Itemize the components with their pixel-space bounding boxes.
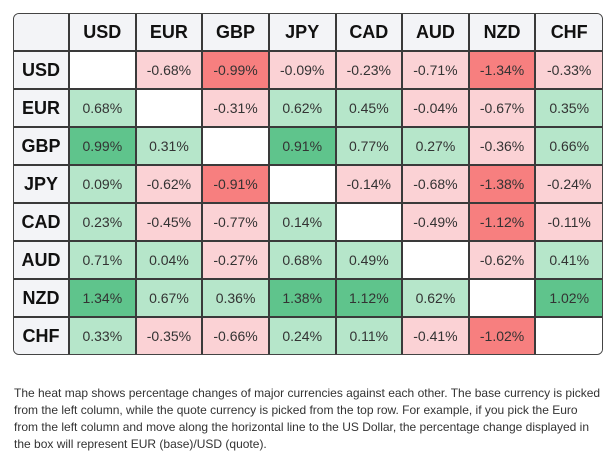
- heatmap-cell: 0.99%: [68, 126, 137, 166]
- heatmap-cell: [534, 316, 602, 354]
- heatmap-cell: 0.62%: [267, 88, 337, 128]
- row-header-eur: EUR: [14, 88, 70, 128]
- heatmap-row: CAD 0.23% -0.45% -0.77% 0.14% -0.49% -1.12% -0.…: [14, 202, 602, 242]
- heatmap-cell: [68, 50, 137, 90]
- heatmap-cell: -0.24%: [534, 164, 602, 204]
- heatmap-cell: -0.31%: [201, 88, 270, 128]
- heatmap-cell: 0.49%: [334, 240, 404, 280]
- heatmap-cell: -0.23%: [334, 50, 404, 90]
- heatmap-cell: 0.04%: [134, 240, 204, 280]
- column-header-nzd: NZD: [467, 14, 537, 52]
- heatmap-cell: 0.41%: [534, 240, 602, 280]
- heatmap-cell: [334, 202, 404, 242]
- heatmap-cell: 0.66%: [534, 126, 602, 166]
- heatmap-cell: -0.33%: [534, 50, 602, 90]
- heatmap-cell: 0.09%: [68, 164, 137, 204]
- column-header-aud: AUD: [401, 14, 470, 52]
- heatmap-cell: 0.31%: [134, 126, 204, 166]
- heatmap-table: USD EUR GBP JPY CAD AUD NZD CHF USD -0.68% -0.99% -…: [14, 14, 602, 354]
- column-header-cad: CAD: [334, 14, 404, 52]
- heatmap-row: JPY 0.09% -0.62% -0.91% -0.14% -0.68% -1.38% -0…: [14, 164, 602, 204]
- heatmap-cell: -0.62%: [134, 164, 204, 204]
- heatmap-cell: 1.02%: [534, 278, 602, 318]
- heatmap-description: The heat map shows percentage changes of…: [14, 386, 601, 451]
- corner-cell: [14, 14, 70, 52]
- column-header-jpy: JPY: [267, 14, 337, 52]
- heatmap-cell: 0.11%: [334, 316, 404, 354]
- heatmap-cell: -0.62%: [467, 240, 537, 280]
- column-header-usd: USD: [68, 14, 137, 52]
- heatmap-cell: -0.41%: [401, 316, 470, 354]
- heatmap-cell: -0.68%: [134, 50, 204, 90]
- heatmap-cell: [134, 88, 204, 128]
- row-header-jpy: JPY: [14, 164, 70, 204]
- row-header-chf: CHF: [14, 316, 70, 354]
- heatmap-cell: -0.35%: [134, 316, 204, 354]
- row-header-usd: USD: [14, 50, 70, 90]
- heatmap-cell: 1.34%: [68, 278, 137, 318]
- column-header-chf: CHF: [534, 14, 602, 52]
- heatmap-cell: -1.38%: [467, 164, 537, 204]
- heatmap-row: GBP 0.99% 0.31% 0.91% 0.77% 0.27% -0.36% 0.66%: [14, 126, 602, 166]
- heatmap-cell: -0.45%: [134, 202, 204, 242]
- heatmap-cell: 0.36%: [201, 278, 270, 318]
- row-header-aud: AUD: [14, 240, 70, 280]
- heatmap-row: NZD 1.34% 0.67% 0.36% 1.38% 1.12% 0.62% 1.02%: [14, 278, 602, 318]
- heatmap-cell: 0.67%: [134, 278, 204, 318]
- heatmap-cell: [201, 126, 270, 166]
- heatmap-cell: [267, 164, 337, 204]
- row-header-gbp: GBP: [14, 126, 70, 166]
- column-header-eur: EUR: [134, 14, 204, 52]
- heatmap-cell: 0.71%: [68, 240, 137, 280]
- heatmap-cell: -0.68%: [401, 164, 470, 204]
- heatmap-cell: -1.02%: [467, 316, 537, 354]
- heatmap-cell: -0.99%: [201, 50, 270, 90]
- heatmap-cell: 1.12%: [334, 278, 404, 318]
- heatmap-cell: 0.35%: [534, 88, 602, 128]
- heatmap-cell: -0.36%: [467, 126, 537, 166]
- heatmap-cell: 0.68%: [68, 88, 137, 128]
- column-header-gbp: GBP: [201, 14, 270, 52]
- heatmap-cell: 0.23%: [68, 202, 137, 242]
- heatmap-cell: 0.14%: [267, 202, 337, 242]
- heatmap-cell: -0.71%: [401, 50, 470, 90]
- heatmap-cell: -1.34%: [467, 50, 537, 90]
- heatmap-cell: -0.27%: [201, 240, 270, 280]
- heatmap-cell: -0.09%: [267, 50, 337, 90]
- heatmap-row: AUD 0.71% 0.04% -0.27% 0.68% 0.49% -0.62% 0.41%: [14, 240, 602, 280]
- heatmap-row: USD -0.68% -0.99% -0.09% -0.23% -0.71% -1.34% -…: [14, 50, 602, 90]
- row-header-nzd: NZD: [14, 278, 70, 318]
- heatmap-cell: -0.14%: [334, 164, 404, 204]
- heatmap-cell: -0.11%: [534, 202, 602, 242]
- currency-heatmap: USD EUR GBP JPY CAD AUD NZD CHF USD -0.68% -0.99% -…: [13, 13, 603, 355]
- heatmap-cell: -1.12%: [467, 202, 537, 242]
- heatmap-cell: -0.49%: [401, 202, 470, 242]
- heatmap-cell: [401, 240, 470, 280]
- heatmap-cell: 0.68%: [267, 240, 337, 280]
- heatmap-cell: 0.33%: [68, 316, 137, 354]
- heatmap-cell: 0.27%: [401, 126, 470, 166]
- heatmap-cell: -0.04%: [401, 88, 470, 128]
- heatmap-cell: -0.67%: [467, 88, 537, 128]
- heatmap-row: EUR 0.68% -0.31% 0.62% 0.45% -0.04% -0.67% 0.35…: [14, 88, 602, 128]
- heatmap-cell: 1.38%: [267, 278, 337, 318]
- header-row: USD EUR GBP JPY CAD AUD NZD CHF: [14, 14, 602, 52]
- heatmap-cell: 0.77%: [334, 126, 404, 166]
- heatmap-cell: [467, 278, 537, 318]
- heatmap-cell: -0.91%: [201, 164, 270, 204]
- heatmap-cell: 0.24%: [267, 316, 337, 354]
- row-header-cad: CAD: [14, 202, 70, 242]
- heatmap-cell: -0.77%: [201, 202, 270, 242]
- heatmap-cell: -0.66%: [201, 316, 270, 354]
- heatmap-cell: 0.45%: [334, 88, 404, 128]
- heatmap-cell: 0.91%: [267, 126, 337, 166]
- heatmap-row: CHF 0.33% -0.35% -0.66% 0.24% 0.11% -0.41% -1.0…: [14, 316, 602, 354]
- heatmap-cell: 0.62%: [401, 278, 470, 318]
